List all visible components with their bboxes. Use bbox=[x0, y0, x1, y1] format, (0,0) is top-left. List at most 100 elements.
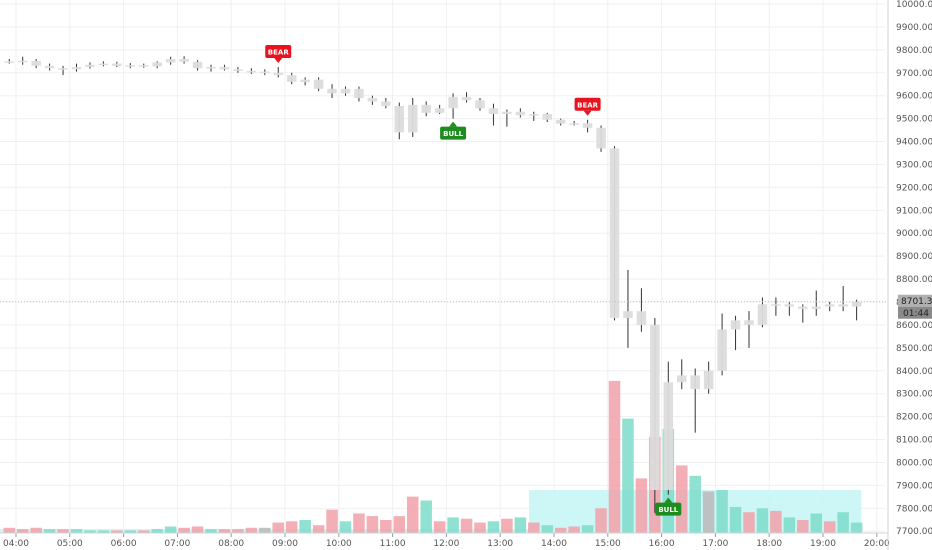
volume-bar bbox=[353, 513, 365, 533]
candle bbox=[623, 269, 633, 348]
bull-signal-label: BULL bbox=[443, 130, 463, 138]
candle bbox=[152, 61, 162, 69]
price-tick-label: 9400.00 bbox=[896, 138, 932, 148]
price-tick-label: 9100.00 bbox=[896, 206, 932, 216]
time-tick-label: 14:00 bbox=[541, 539, 567, 549]
bear-signal-box bbox=[574, 97, 601, 111]
candle bbox=[58, 65, 68, 76]
volume-bar bbox=[729, 507, 742, 533]
candle-body bbox=[717, 329, 727, 371]
candle-body bbox=[246, 70, 257, 73]
volume-bar bbox=[178, 527, 190, 533]
volume-bar bbox=[30, 527, 42, 533]
volume-bar bbox=[716, 490, 728, 533]
price-tick-label: 8800.00 bbox=[896, 275, 932, 285]
volume-bar bbox=[151, 529, 163, 533]
price-tick-label: 9200.00 bbox=[896, 183, 932, 193]
volume-bar bbox=[702, 491, 715, 533]
candle bbox=[17, 56, 28, 65]
candle bbox=[354, 86, 364, 102]
price-tick-label: 9900.00 bbox=[896, 23, 932, 33]
candle bbox=[260, 69, 270, 76]
candle-body bbox=[784, 304, 795, 307]
candle-body bbox=[703, 370, 714, 390]
candle-body bbox=[152, 62, 162, 67]
volume-bar bbox=[326, 509, 338, 533]
time-tick-label: 18:00 bbox=[756, 539, 782, 549]
candle-body bbox=[112, 63, 122, 66]
candle bbox=[824, 302, 835, 312]
candle bbox=[165, 56, 176, 65]
candle-body bbox=[31, 60, 41, 66]
last-price-box bbox=[898, 294, 932, 307]
candle-body bbox=[771, 304, 781, 306]
candle bbox=[139, 63, 149, 68]
bull-signal-marker: BULL bbox=[655, 497, 682, 516]
candle-body bbox=[260, 71, 270, 74]
candle bbox=[650, 318, 660, 513]
volume-bar bbox=[635, 478, 648, 533]
volume-bar bbox=[407, 496, 419, 533]
bull-signal-label: BULL bbox=[658, 506, 678, 514]
candle-body bbox=[354, 88, 364, 98]
volume-bar bbox=[57, 529, 69, 533]
bear-signal-marker: BEAR bbox=[265, 45, 292, 64]
candle-body bbox=[340, 88, 351, 94]
bear-signal-box bbox=[265, 45, 292, 59]
candle-body bbox=[58, 68, 68, 70]
candle-body bbox=[17, 60, 28, 63]
candle bbox=[798, 304, 808, 323]
candle bbox=[286, 72, 297, 85]
candle-body bbox=[609, 148, 620, 319]
candle-body bbox=[824, 304, 835, 307]
candle-body bbox=[488, 108, 499, 115]
candle bbox=[744, 311, 754, 348]
volume-bar bbox=[3, 527, 15, 533]
time-tick-label: 20:00 bbox=[864, 539, 890, 549]
candle bbox=[300, 77, 310, 86]
last-price-tag: 8701.30 01:44 bbox=[0, 294, 932, 319]
time-tick-label: 17:00 bbox=[702, 539, 728, 549]
candle-body bbox=[300, 79, 310, 82]
volume-bar bbox=[285, 521, 298, 533]
volume-bar bbox=[164, 526, 177, 533]
candle bbox=[569, 120, 579, 126]
volume-bar bbox=[823, 521, 836, 533]
candle bbox=[596, 125, 606, 152]
candle bbox=[757, 297, 768, 328]
bear-signal-label: BEAR bbox=[268, 49, 290, 57]
candle bbox=[219, 64, 230, 71]
volume-bar bbox=[514, 517, 527, 533]
candle bbox=[367, 95, 378, 105]
countdown-box bbox=[898, 306, 932, 319]
candle-body bbox=[139, 65, 149, 67]
volume-bar bbox=[528, 522, 540, 533]
bull-signal-box bbox=[655, 502, 682, 516]
volume-bar bbox=[232, 529, 244, 533]
candle bbox=[273, 67, 283, 78]
candle-body bbox=[515, 111, 526, 116]
price-axis[interactable]: 10000.00 9900.00 9800.00 9700.00 9600.00 9500… bbox=[887, 0, 932, 550]
candle-body bbox=[313, 79, 324, 89]
volume-bar bbox=[97, 530, 110, 533]
price-tick-label: 8300.00 bbox=[896, 390, 932, 400]
volume-bar bbox=[608, 380, 621, 533]
candle-body bbox=[367, 97, 378, 102]
time-tick-label: 15:00 bbox=[595, 539, 621, 549]
candle bbox=[4, 59, 14, 64]
candle bbox=[394, 102, 405, 140]
candle bbox=[85, 62, 95, 69]
price-tick-label: 7700.00 bbox=[896, 527, 932, 537]
price-tick-label: 9500.00 bbox=[896, 115, 932, 125]
volume-bar bbox=[850, 522, 863, 533]
candle bbox=[609, 146, 620, 321]
price-tick-label: 9600.00 bbox=[896, 92, 932, 102]
bear-signal-marker: BEAR bbox=[574, 97, 601, 116]
candle bbox=[515, 108, 526, 118]
volume-bar bbox=[460, 518, 473, 533]
candle-body bbox=[85, 64, 95, 68]
candle bbox=[192, 60, 203, 71]
candle-body bbox=[730, 320, 741, 330]
time-tick-label: 19:00 bbox=[810, 539, 836, 549]
